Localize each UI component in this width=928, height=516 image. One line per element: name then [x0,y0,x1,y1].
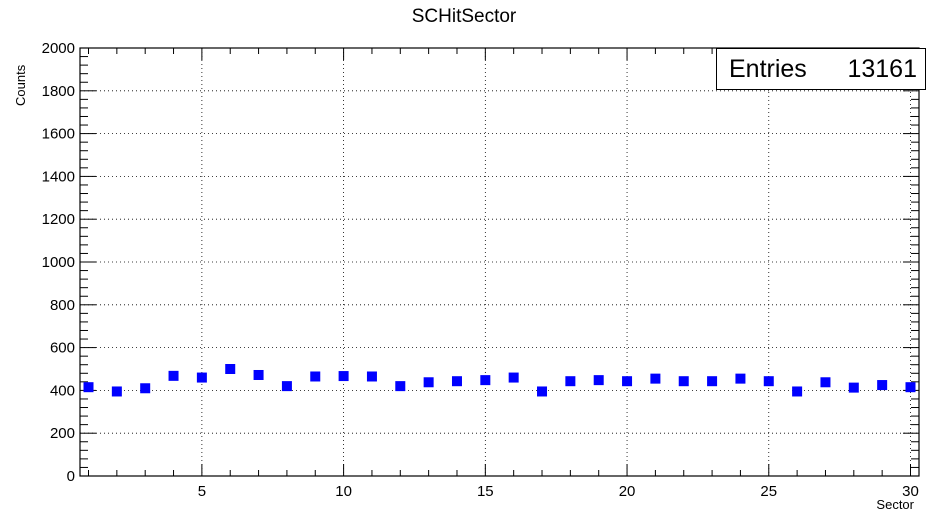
y-tick-label: 1400 [42,168,75,185]
x-tick-label: 15 [477,483,494,500]
stats-box: Entries 13161 [716,48,926,90]
y-tick-label: 200 [50,425,75,442]
data-point [678,376,689,387]
y-tick-label: 2000 [42,40,75,57]
x-tick-label: 20 [619,483,636,500]
stats-entries-label: Entries [729,55,807,83]
x-tick-label: 10 [335,483,352,500]
data-point [83,382,94,393]
data-point [111,386,122,397]
data-point [480,375,491,386]
data-point [366,371,377,382]
data-points [83,364,916,397]
data-point [281,381,292,392]
data-point [707,376,718,387]
x-tick-label: 5 [198,483,206,500]
tick-labels: 5 10 15 20 25 30 0 200 400 600 800 1000 1200 1400 1600… [42,40,919,500]
y-tick-label: 800 [50,297,75,314]
data-point [537,386,548,397]
data-point [338,371,349,382]
data-point [905,382,916,393]
data-point [735,373,746,384]
data-point [593,375,604,386]
x-axis-label: Sector [876,497,914,512]
y-axis-label: Counts [13,64,28,106]
data-point [310,371,321,382]
chart-title: SCHitSector [411,6,517,27]
data-point [650,373,661,384]
grid-lines [80,48,919,476]
x-tick-label: 30 [902,483,919,500]
data-point [253,369,264,380]
x-tick-label: 25 [760,483,777,500]
y-tick-label: 600 [50,340,75,357]
data-point [820,377,831,388]
data-point [395,381,406,392]
y-tick-label: 1000 [42,254,75,271]
plot-frame [79,47,920,477]
y-tick-label: 0 [67,468,75,485]
data-point [140,383,151,394]
data-point [763,376,774,387]
data-point [792,386,803,397]
data-point [622,376,633,387]
data-point [423,377,434,388]
axis-ticks [80,47,919,477]
data-point [508,372,519,383]
y-tick-label: 1600 [42,126,75,143]
stats-entries-value: 13161 [847,55,917,83]
y-tick-label: 400 [50,382,75,399]
data-point [168,370,179,381]
y-tick-label: 1800 [42,83,75,100]
data-point [225,364,236,374]
data-point [196,372,207,383]
data-point [565,376,576,387]
data-point [848,382,859,393]
data-point [451,376,462,387]
data-point [877,380,888,391]
y-tick-label: 1200 [42,211,75,228]
